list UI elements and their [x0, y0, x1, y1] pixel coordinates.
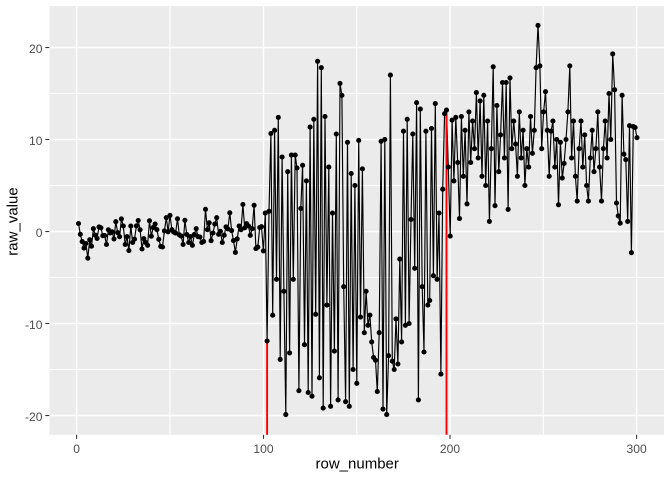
svg-text:row_number: row_number	[316, 456, 399, 473]
svg-text:-20: -20	[25, 410, 43, 424]
svg-text:-10: -10	[25, 318, 43, 332]
svg-text:0: 0	[36, 226, 43, 240]
svg-text:10: 10	[29, 134, 43, 148]
svg-text:100: 100	[253, 442, 273, 456]
svg-text:300: 300	[627, 442, 647, 456]
svg-text:20: 20	[29, 42, 43, 56]
svg-text:raw_value: raw_value	[5, 187, 22, 255]
svg-text:200: 200	[440, 442, 460, 456]
svg-text:0: 0	[73, 442, 80, 456]
